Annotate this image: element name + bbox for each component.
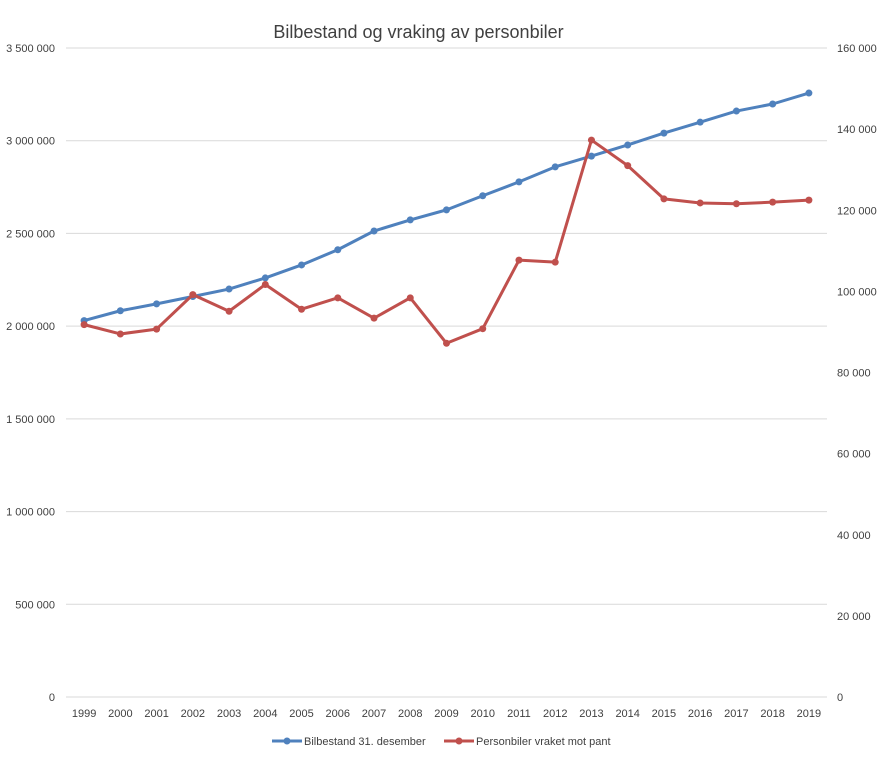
data-point <box>225 285 233 293</box>
data-point <box>696 118 704 126</box>
x-tick-label: 2019 <box>797 708 821 720</box>
data-point <box>624 141 632 149</box>
right-tick-label: 60 000 <box>837 449 871 461</box>
x-tick-label: 2015 <box>652 708 676 720</box>
chart-title: Bilbestand og vraking av personbiler <box>273 22 564 42</box>
series-line <box>82 138 811 345</box>
legend-swatch-marker <box>455 737 463 745</box>
x-tick-label: 2003 <box>217 708 241 720</box>
right-tick-label: 80 000 <box>837 368 871 380</box>
right-tick-label: 40 000 <box>837 530 871 542</box>
left-tick-label: 1 500 000 <box>6 414 55 426</box>
x-tick-label: 2008 <box>398 708 422 720</box>
data-point <box>660 129 668 137</box>
x-tick-label: 2009 <box>434 708 458 720</box>
legend: Bilbestand 31. desember Personbiler vrake… <box>272 736 611 748</box>
legend-item: Bilbestand 31. desember <box>272 736 426 748</box>
data-point <box>769 100 777 108</box>
left-tick-label: 0 <box>49 692 55 704</box>
data-point <box>624 162 632 170</box>
data-point <box>515 256 523 264</box>
data-point <box>370 314 378 322</box>
x-tick-label: 2012 <box>543 708 567 720</box>
x-tick-label: 2006 <box>326 708 350 720</box>
data-point <box>298 305 306 313</box>
left-tick-label: 1 000 000 <box>6 507 55 519</box>
right-tick-label: 20 000 <box>837 611 871 623</box>
x-tick-label: 1999 <box>72 708 96 720</box>
series-2 <box>80 136 813 347</box>
data-point <box>116 307 124 315</box>
series-1 <box>80 89 813 325</box>
x-tick-label: 2001 <box>144 708 168 720</box>
data-point <box>189 291 197 299</box>
data-point <box>261 280 269 288</box>
data-point <box>479 192 487 200</box>
left-axis-ticks: 0 500 000 1 000 000 1 500 000 2 000 000 2 500… <box>6 43 55 704</box>
x-tick-label: 2010 <box>470 708 494 720</box>
x-tick-label: 2002 <box>181 708 205 720</box>
data-point <box>805 89 813 97</box>
right-axis-ticks: 0 20 000 40 000 60 000 80 000 100 000 120 000 1… <box>837 43 877 704</box>
series-layer <box>80 89 813 347</box>
data-point <box>660 195 668 203</box>
data-point <box>334 294 342 302</box>
x-tick-label: 2004 <box>253 708 277 720</box>
data-point <box>805 196 813 204</box>
x-tick-label: 2014 <box>615 708 639 720</box>
legend-label: Bilbestand 31. desember <box>304 736 426 748</box>
data-point <box>479 325 487 333</box>
right-tick-label: 0 <box>837 692 843 704</box>
data-point <box>153 300 161 308</box>
data-point <box>153 325 161 333</box>
data-point <box>696 199 704 207</box>
left-tick-label: 2 000 000 <box>6 321 55 333</box>
legend-swatch-marker <box>283 737 291 745</box>
data-point <box>769 198 777 206</box>
data-point <box>732 107 740 115</box>
data-point <box>551 163 559 171</box>
data-point <box>370 227 378 235</box>
data-point <box>587 152 595 160</box>
left-tick-label: 3 000 000 <box>6 136 55 148</box>
data-point <box>551 258 559 266</box>
data-point <box>334 246 342 254</box>
data-point <box>225 307 233 315</box>
left-tick-label: 2 500 000 <box>6 228 55 240</box>
right-tick-label: 100 000 <box>837 286 877 298</box>
data-point <box>406 294 414 302</box>
data-point <box>298 261 306 269</box>
left-tick-label: 500 000 <box>15 599 55 611</box>
data-point <box>732 200 740 208</box>
x-tick-label: 2000 <box>108 708 132 720</box>
data-point <box>443 206 450 214</box>
data-point <box>261 274 269 282</box>
x-tick-label: 2018 <box>760 708 784 720</box>
legend-item: Personbiler vraket mot pant <box>444 736 611 748</box>
data-point <box>587 136 595 144</box>
right-tick-label: 160 000 <box>837 43 877 55</box>
x-tick-label: 2007 <box>362 708 386 720</box>
data-point <box>80 321 88 329</box>
legend-label: Personbiler vraket mot pant <box>476 736 611 748</box>
right-tick-label: 140 000 <box>837 124 877 136</box>
data-point <box>515 178 523 186</box>
x-tick-label: 2016 <box>688 708 712 720</box>
gridlines <box>66 47 827 698</box>
data-point <box>116 330 124 338</box>
right-tick-label: 120 000 <box>837 205 877 217</box>
left-tick-label: 3 500 000 <box>6 43 55 55</box>
x-axis-ticks: 1999 2000 2001 2002 2003 2004 2005 2006 2007 2008… <box>72 708 821 720</box>
x-tick-label: 2011 <box>507 708 531 720</box>
x-tick-label: 2005 <box>289 708 313 720</box>
data-point <box>443 339 450 347</box>
data-point <box>406 216 414 224</box>
x-tick-label: 2013 <box>579 708 603 720</box>
x-tick-label: 2017 <box>724 708 748 720</box>
